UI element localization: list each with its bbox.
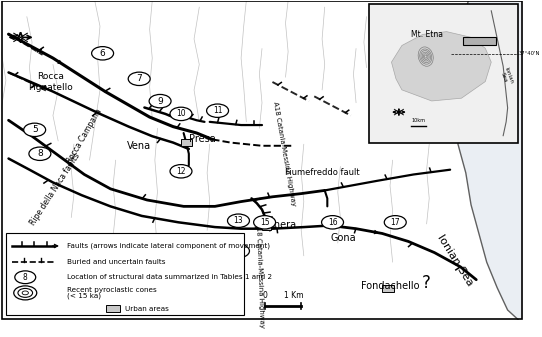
Text: Presa: Presa bbox=[189, 134, 215, 144]
Bar bbox=[262, 224, 272, 230]
Text: 13: 13 bbox=[234, 216, 243, 225]
Text: 17: 17 bbox=[390, 218, 400, 227]
Circle shape bbox=[170, 164, 192, 178]
Circle shape bbox=[29, 147, 51, 160]
Circle shape bbox=[207, 104, 229, 117]
Bar bbox=[463, 37, 496, 45]
Text: A18 Catania-Messina Highway: A18 Catania-Messina Highway bbox=[255, 222, 264, 328]
Text: 7: 7 bbox=[136, 74, 142, 83]
Circle shape bbox=[228, 214, 249, 227]
Text: Urban areas: Urban areas bbox=[125, 306, 169, 311]
Text: 8: 8 bbox=[37, 149, 43, 158]
Text: Gona: Gona bbox=[330, 233, 356, 243]
Text: A18 Catania-Messina Highway: A18 Catania-Messina Highway bbox=[272, 101, 296, 207]
Polygon shape bbox=[391, 32, 491, 101]
Text: 10km: 10km bbox=[411, 118, 425, 123]
Circle shape bbox=[149, 94, 171, 108]
Text: 8: 8 bbox=[23, 273, 28, 282]
Bar bbox=[369, 4, 518, 143]
Text: 10: 10 bbox=[176, 110, 186, 118]
Circle shape bbox=[92, 47, 114, 60]
Text: Mt. Etna: Mt. Etna bbox=[411, 30, 443, 39]
Circle shape bbox=[24, 123, 46, 136]
Text: 16: 16 bbox=[328, 218, 337, 227]
Text: Buried and uncertain faults: Buried and uncertain faults bbox=[67, 258, 165, 265]
Text: Ionian
Sea: Ionian Sea bbox=[498, 66, 514, 86]
Bar bbox=[106, 305, 120, 312]
Text: 11: 11 bbox=[213, 106, 222, 115]
Text: Rocca Campana: Rocca Campana bbox=[65, 107, 104, 165]
Circle shape bbox=[15, 271, 36, 284]
Text: 12: 12 bbox=[176, 167, 186, 176]
Text: Ionian Sea: Ionian Sea bbox=[436, 233, 475, 288]
Circle shape bbox=[22, 291, 28, 295]
Text: Ripe della Naca faults: Ripe della Naca faults bbox=[29, 151, 82, 226]
Text: (< 15 ka): (< 15 ka) bbox=[67, 293, 101, 299]
Text: Vena: Vena bbox=[127, 141, 151, 151]
Text: 9: 9 bbox=[157, 97, 163, 105]
Bar bbox=[382, 285, 393, 293]
Circle shape bbox=[228, 244, 249, 258]
Circle shape bbox=[14, 286, 37, 300]
Text: 6: 6 bbox=[100, 49, 106, 58]
Circle shape bbox=[321, 216, 344, 229]
Polygon shape bbox=[455, 1, 523, 319]
Text: ?: ? bbox=[422, 274, 431, 292]
Text: Fiumefreddo fault: Fiumefreddo fault bbox=[285, 168, 359, 177]
Bar bbox=[6, 234, 244, 315]
Text: 5: 5 bbox=[32, 125, 37, 134]
Text: Fondachello: Fondachello bbox=[361, 281, 420, 291]
Text: Rocca
Pignatello: Rocca Pignatello bbox=[28, 72, 73, 92]
Circle shape bbox=[170, 107, 192, 121]
Text: 15: 15 bbox=[260, 218, 269, 227]
Circle shape bbox=[128, 72, 150, 86]
Text: 1 Km: 1 Km bbox=[283, 292, 303, 300]
Text: Recent pyroclastic cones: Recent pyroclastic cones bbox=[67, 287, 157, 293]
Text: Location of structural data summarized in Tables 1 and 2: Location of structural data summarized i… bbox=[67, 274, 272, 280]
Text: 37°40'N: 37°40'N bbox=[519, 51, 540, 56]
Text: 14: 14 bbox=[234, 246, 243, 255]
Text: S-Venera: S-Venera bbox=[254, 220, 296, 231]
Circle shape bbox=[18, 288, 33, 297]
Circle shape bbox=[254, 216, 275, 229]
Bar bbox=[181, 139, 192, 146]
Text: 0: 0 bbox=[262, 292, 267, 300]
Circle shape bbox=[384, 216, 406, 229]
Text: Faults (arrows indicate lateral component of movement): Faults (arrows indicate lateral componen… bbox=[67, 243, 270, 249]
